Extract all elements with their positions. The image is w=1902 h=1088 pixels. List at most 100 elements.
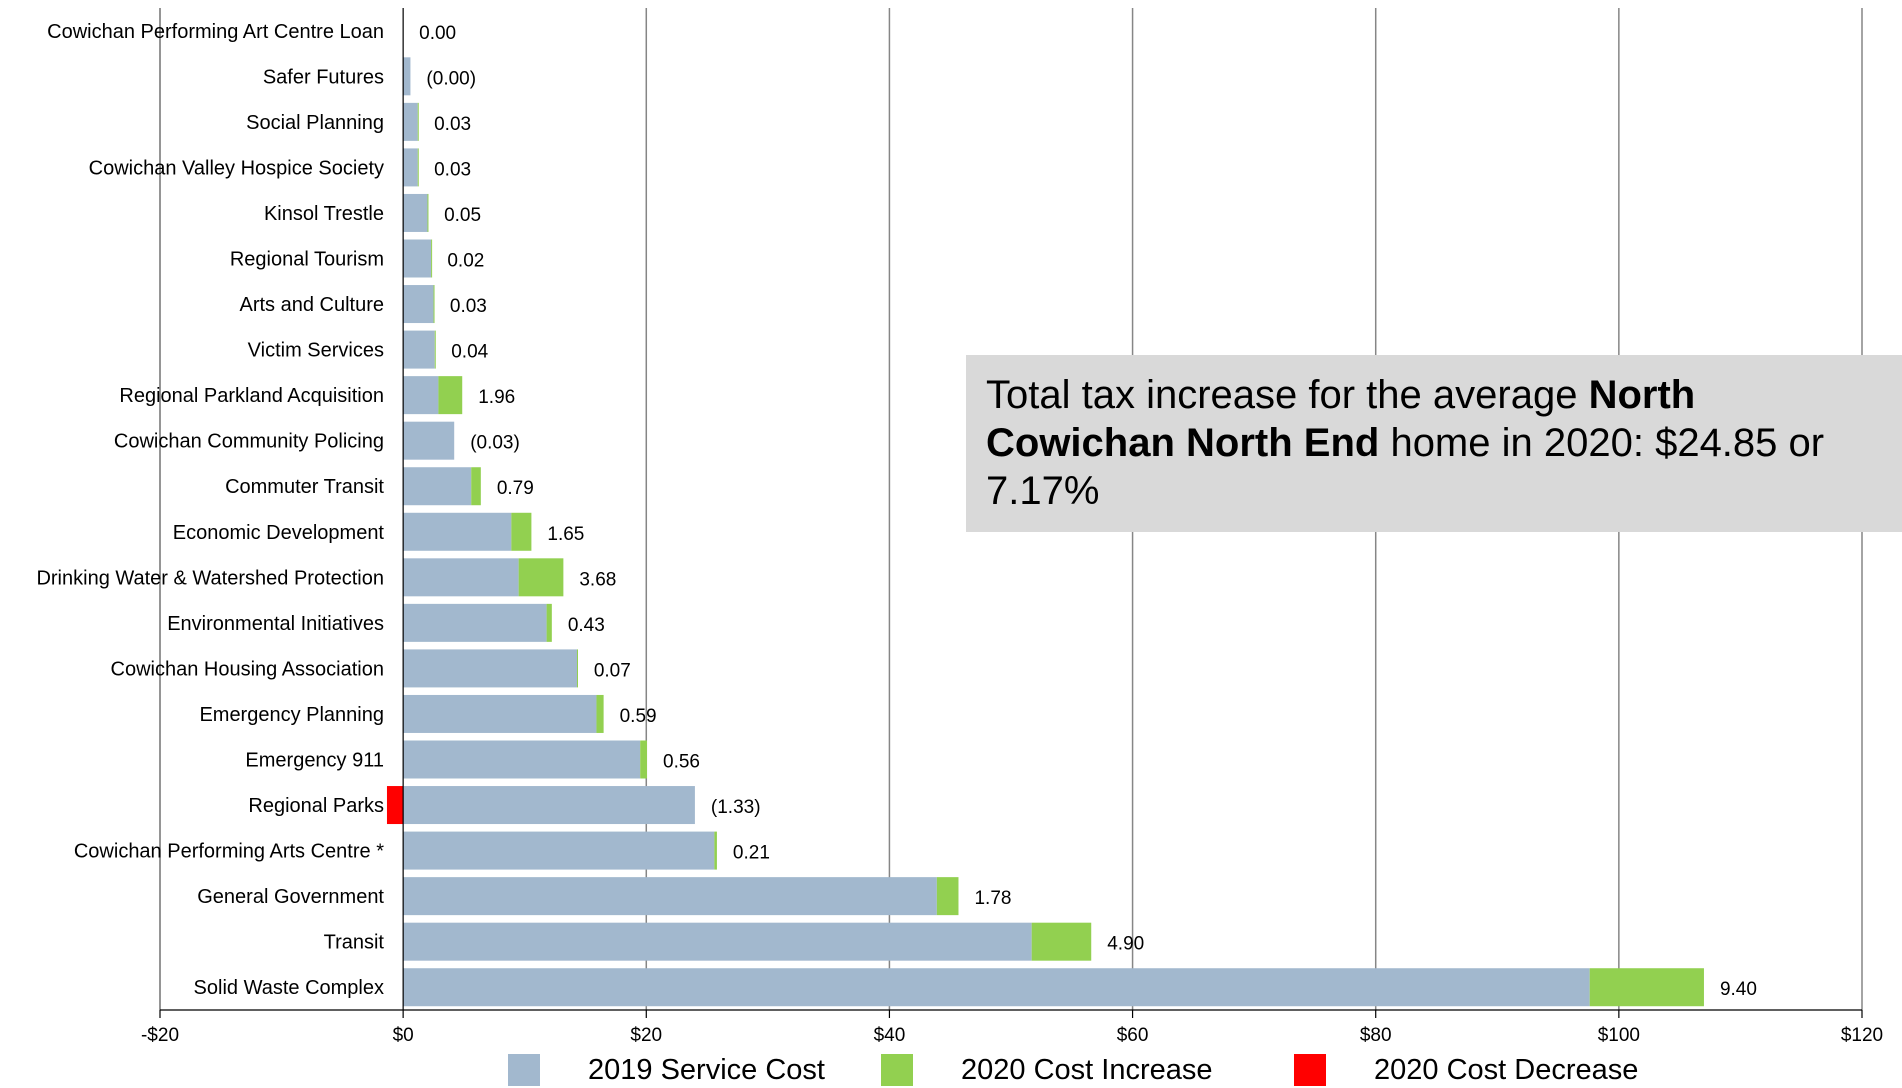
category-label: Arts and Culture [239, 294, 384, 316]
bar-cost-increase [417, 148, 419, 187]
category-label: Cowichan Community Policing [114, 431, 384, 453]
bar-cost-increase [1589, 968, 1704, 1007]
bar-cost-increase [438, 376, 463, 415]
x-tick-label: $100 [1598, 1025, 1640, 1046]
bar-cost-increase [431, 239, 433, 278]
callout-text-after: home in 2020: $24.85 or 7.17% [986, 421, 1825, 513]
category-label: Kinsol Trestle [264, 203, 384, 225]
x-tick-label: $0 [393, 1025, 414, 1046]
bar-service-cost [403, 740, 641, 779]
legend-swatch-cost-increase [881, 1054, 913, 1086]
category-label: Emergency 911 [245, 750, 384, 772]
data-label: 0.21 [733, 843, 770, 864]
bar-service-cost [403, 603, 547, 642]
category-label: Safer Futures [263, 66, 384, 88]
bar-service-cost [403, 694, 597, 733]
legend-item-cost-decrease: 2020 Cost Decrease [1294, 1052, 1638, 1088]
bar-cost-increase [936, 877, 959, 916]
bar-layer [386, 57, 1704, 1007]
x-tick-label: -$20 [141, 1025, 179, 1046]
category-label: Victim Services [248, 340, 384, 362]
data-label: (0.03) [470, 433, 520, 454]
bar-service-cost [403, 193, 428, 232]
data-label: 0.79 [497, 478, 534, 499]
data-label: 0.00 [419, 23, 456, 44]
category-label: Economic Development [173, 522, 385, 544]
bar-service-cost [403, 421, 455, 460]
legend-item-service-cost: 2019 Service Cost [508, 1052, 825, 1088]
bar-cost-increase [433, 285, 435, 324]
chart-legend: 2019 Service Cost 2020 Cost Increase 202… [0, 1052, 1902, 1088]
bar-cost-decrease [386, 786, 404, 825]
bar-service-cost [403, 239, 432, 278]
category-label: Social Planning [246, 112, 384, 134]
x-tick-label: $80 [1360, 1025, 1392, 1046]
bar-service-cost [403, 968, 1590, 1007]
axis-layer: -$20 $0 $20 $40 $60 $80 $100 $120 [141, 8, 1883, 1046]
bar-cost-increase [417, 102, 419, 141]
bar-cost-increase [518, 558, 564, 597]
bar-service-cost [403, 285, 434, 324]
category-label: Transit [324, 932, 385, 954]
x-tick-label: $40 [874, 1025, 906, 1046]
data-label: 3.68 [579, 569, 616, 590]
bar-cost-increase [511, 512, 532, 551]
legend-item-cost-increase: 2020 Cost Increase [881, 1052, 1212, 1088]
bar-cost-increase [546, 603, 552, 642]
category-label: Solid Waste Complex [194, 977, 384, 999]
bar-service-cost [403, 831, 715, 870]
category-label: Commuter Transit [225, 476, 384, 498]
bar-cost-increase [434, 330, 436, 369]
bar-service-cost [403, 512, 512, 551]
category-label: Regional Parkland Acquisition [119, 385, 384, 407]
bar-cost-increase [427, 193, 429, 232]
category-label: Drinking Water & Watershed Protection [36, 567, 384, 589]
legend-swatch-cost-decrease [1294, 1054, 1326, 1086]
legend-label-cost-increase: 2020 Cost Increase [961, 1053, 1213, 1086]
bar-service-cost [403, 877, 937, 916]
category-label: Cowichan Housing Association [111, 658, 385, 680]
category-label: Cowichan Performing Arts Centre * [74, 841, 384, 863]
data-label: 0.03 [434, 159, 471, 180]
bar-service-cost [403, 649, 577, 688]
data-label: 0.59 [620, 706, 657, 727]
data-label: 1.65 [547, 524, 584, 545]
bar-cost-increase [640, 740, 648, 779]
data-label: (0.00) [426, 68, 476, 89]
data-label: 0.56 [663, 752, 700, 773]
bar-service-cost [403, 102, 418, 141]
bar-service-cost [403, 57, 411, 96]
legend-label-service-cost: 2019 Service Cost [588, 1053, 825, 1086]
data-label: 0.43 [568, 615, 605, 636]
data-label: 0.04 [451, 342, 488, 363]
data-label: 0.03 [450, 296, 487, 317]
data-label: 0.02 [447, 251, 484, 272]
category-label: Cowichan Performing Art Centre Loan [47, 21, 384, 43]
category-label: Regional Tourism [230, 249, 384, 271]
data-label: 1.78 [974, 888, 1011, 909]
summary-callout: Total tax increase for the average North… [966, 355, 1902, 532]
bar-service-cost [403, 786, 695, 825]
callout-text-bold: North Cowichan North End [986, 373, 1696, 465]
bar-cost-increase [1031, 922, 1092, 961]
data-label: 0.03 [434, 114, 471, 135]
x-tick-label: $120 [1841, 1025, 1883, 1046]
category-label: Environmental Initiatives [167, 613, 384, 635]
bar-cost-increase [576, 649, 578, 688]
legend-label-cost-decrease: 2020 Cost Decrease [1374, 1053, 1639, 1086]
x-tick-label: $60 [1117, 1025, 1149, 1046]
bar-cost-increase [471, 467, 481, 506]
callout-text-before: Total tax increase for the average [986, 373, 1589, 417]
bar-service-cost [403, 558, 519, 597]
legend-swatch-service-cost [508, 1054, 540, 1086]
bar-service-cost [403, 330, 435, 369]
bar-cost-increase [714, 831, 717, 870]
label-layer: Cowichan Performing Art Centre Loan 0.00 S… [36, 21, 1756, 1000]
category-label: Cowichan Valley Hospice Society [89, 157, 384, 179]
bar-cost-increase [596, 694, 604, 733]
data-label: 0.05 [444, 205, 481, 226]
data-label: 4.90 [1107, 934, 1144, 955]
bar-service-cost [403, 922, 1032, 961]
data-label: 9.40 [1720, 979, 1757, 1000]
